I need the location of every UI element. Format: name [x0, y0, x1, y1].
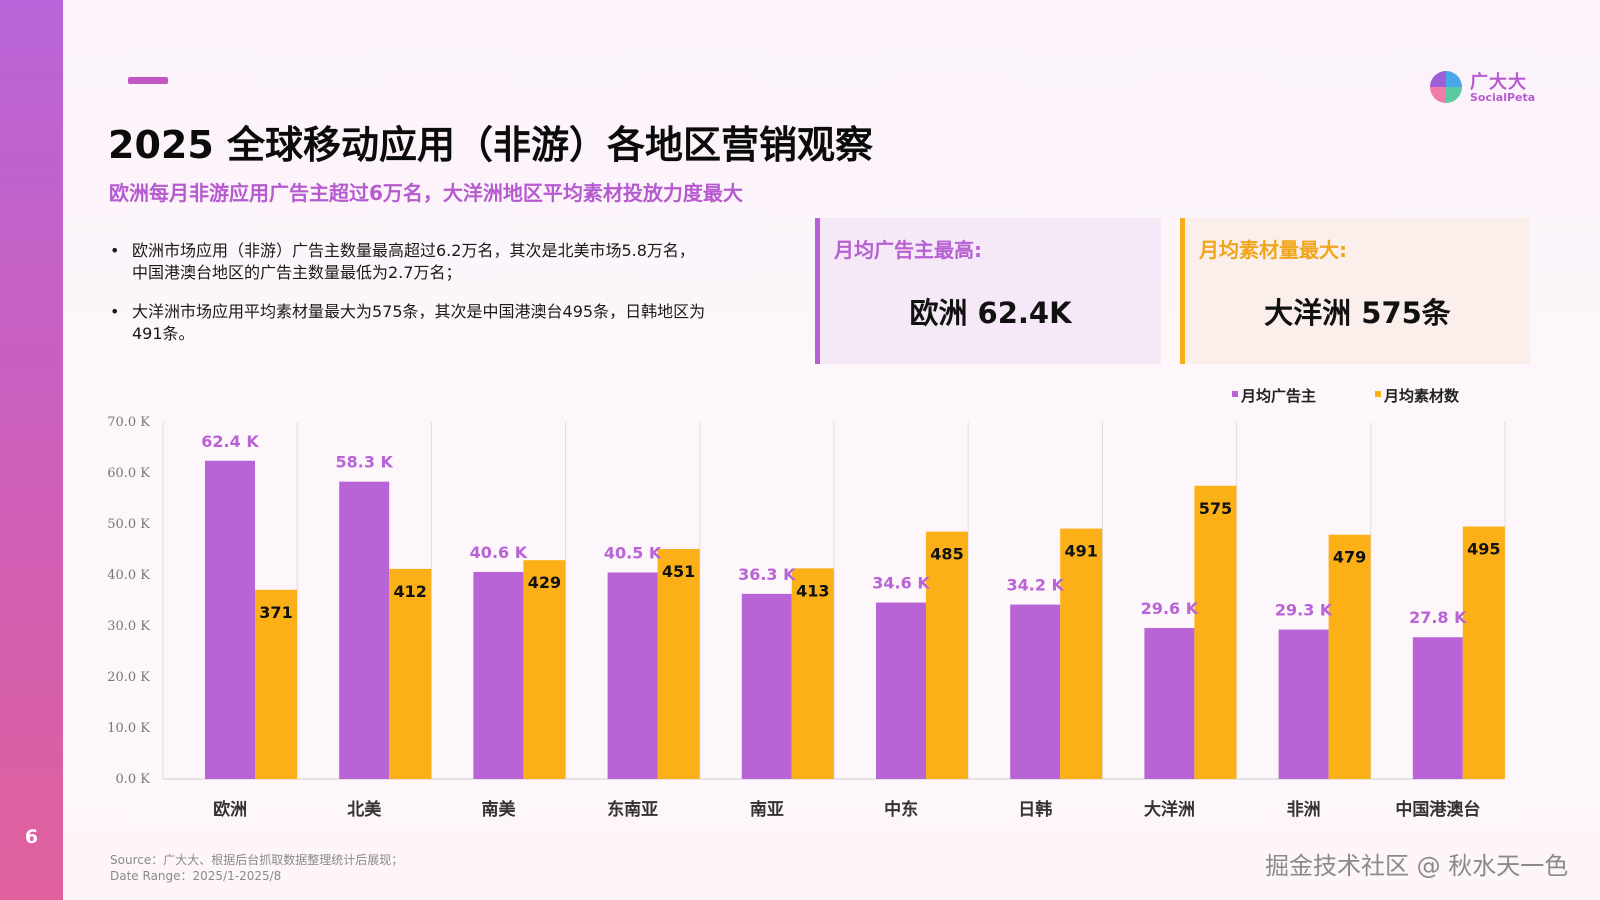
creative-value-label: 371 — [259, 603, 292, 622]
creative-bar — [1194, 485, 1237, 779]
creative-value-label: 491 — [1064, 542, 1097, 561]
x-category-label: 日韩 — [1018, 799, 1052, 820]
finding-text: 大洋洲市场应用平均素材量最大为575条，其次是中国港澳台495条，日韩地区为49… — [132, 302, 706, 343]
card-label: 月均素材量最大: — [1199, 238, 1347, 262]
creative-bar — [926, 531, 968, 779]
finding-item: • 欧洲市场应用（非游）广告主数量最高超过6.2万名，其次是北美市场5.8万名，… — [108, 240, 708, 284]
legend-label: 月均素材数 — [1383, 387, 1460, 405]
advertiser-value-label: 29.3 K — [1275, 601, 1333, 620]
creative-bar — [1462, 526, 1505, 779]
card-label: 月均广告主最高: — [834, 238, 982, 262]
creative-bar — [1060, 528, 1103, 779]
x-category-label: 南亚 — [750, 799, 784, 820]
creative-bar — [791, 568, 834, 779]
title-accent-dash — [128, 77, 168, 84]
y-tick-label: 60.0 K — [107, 466, 150, 481]
y-tick-label: 20.0 K — [107, 670, 150, 685]
y-tick-label: 50.0 K — [107, 517, 150, 532]
creative-bar — [657, 548, 700, 779]
date-range-line: Date Range：2025/1-2025/8 — [110, 869, 282, 883]
y-tick-label: 10.0 K — [107, 721, 150, 736]
advertiser-bar — [473, 571, 524, 779]
creative-bar — [1328, 534, 1371, 779]
source-note: Source：广大大、根据后台抓取数据整理统计后展现； Date Range：2… — [110, 852, 403, 884]
finding-item: • 大洋洲市场应用平均素材量最大为575条，其次是中国港澳台495条，日韩地区为… — [108, 301, 708, 345]
x-category-label: 南美 — [482, 799, 517, 820]
highlight-card-advertisers: 月均广告主最高: 欧洲 62.4K — [815, 218, 1161, 364]
creative-bar — [523, 560, 566, 779]
watermark-text: 掘金技术社区 @ 秋水天一色 — [1265, 852, 1569, 880]
key-findings-list: • 欧洲市场应用（非游）广告主数量最高超过6.2万名，其次是北美市场5.8万名，… — [108, 240, 708, 362]
advertiser-value-label: 58.3 K — [335, 453, 393, 472]
advertiser-bar — [339, 481, 390, 779]
finding-text: 欧洲市场应用（非游）广告主数量最高超过6.2万名，其次是北美市场5.8万名，中国… — [132, 241, 695, 282]
creative-bar — [389, 568, 432, 779]
creative-value-label: 429 — [528, 573, 561, 592]
logo-mark-icon — [1430, 71, 1462, 103]
x-category-label: 欧洲 — [213, 799, 247, 820]
x-category-label: 中国港澳台 — [1395, 799, 1480, 820]
x-category-label: 非洲 — [1287, 799, 1321, 820]
y-tick-label: 40.0 K — [107, 568, 150, 583]
bullet-dot-icon: • — [110, 302, 120, 321]
side-accent-bar — [0, 0, 63, 900]
bullet-dot-icon: • — [110, 241, 120, 260]
y-tick-label: 0.0 K — [115, 772, 150, 787]
creative-value-label: 575 — [1199, 499, 1232, 518]
x-category-label: 北美 — [347, 799, 382, 820]
advertiser-bar — [1412, 637, 1463, 779]
highlight-card-creatives: 月均素材量最大: 大洋洲 575条 — [1180, 218, 1530, 364]
advertiser-value-label: 62.4 K — [201, 432, 259, 451]
x-category-label: 东南亚 — [607, 799, 658, 820]
creative-value-label: 495 — [1467, 540, 1500, 559]
advertiser-bar — [876, 602, 926, 779]
advertiser-value-label: 34.6 K — [872, 574, 930, 593]
advertiser-value-label: 27.8 K — [1409, 608, 1467, 627]
x-category-label: 大洋洲 — [1144, 799, 1195, 820]
advertiser-value-label: 40.5 K — [604, 543, 662, 562]
legend-label: 月均广告主 — [1240, 387, 1316, 405]
x-category-label: 中东 — [884, 799, 918, 820]
logo-english-name: SocialPeta — [1470, 91, 1536, 104]
card-value: 欧洲 62.4K — [909, 296, 1072, 330]
page-number: 6 — [24, 826, 39, 848]
legend-swatch — [1375, 391, 1381, 397]
creative-value-label: 485 — [930, 545, 963, 564]
y-tick-label: 70.0 K — [107, 415, 150, 430]
page-title: 2025 全球移动应用（非游）各地区营销观察 — [108, 123, 873, 167]
creative-value-label: 451 — [662, 562, 695, 581]
creative-value-label: 413 — [796, 581, 829, 600]
logo-chinese-name: 广大大 — [1470, 72, 1527, 93]
source-line: Source：广大大、根据后台抓取数据整理统计后展现； — [110, 853, 404, 867]
y-tick-label: 30.0 K — [107, 619, 150, 634]
creative-bar — [255, 589, 297, 779]
page-subtitle: 欧洲每月非游应用广告主超过6万名，大洋洲地区平均素材投放力度最大 — [109, 181, 743, 205]
advertiser-value-label: 34.2 K — [1006, 576, 1064, 595]
creative-value-label: 412 — [393, 582, 426, 601]
advertiser-bar — [741, 593, 792, 779]
advertiser-value-label: 36.3 K — [738, 565, 796, 584]
advertiser-bar — [1278, 629, 1329, 779]
legend-swatch — [1232, 391, 1238, 397]
creative-value-label: 479 — [1333, 548, 1366, 567]
advertiser-value-label: 29.6 K — [1141, 599, 1199, 618]
advertiser-bar — [607, 572, 658, 779]
card-value: 大洋洲 575条 — [1264, 296, 1451, 330]
advertiser-bar — [1144, 628, 1195, 779]
advertiser-bar — [1010, 604, 1061, 779]
brand-logo: 广大大 SocialPeta — [1428, 68, 1538, 108]
advertiser-bar — [205, 460, 255, 779]
advertiser-value-label: 40.6 K — [470, 543, 528, 562]
